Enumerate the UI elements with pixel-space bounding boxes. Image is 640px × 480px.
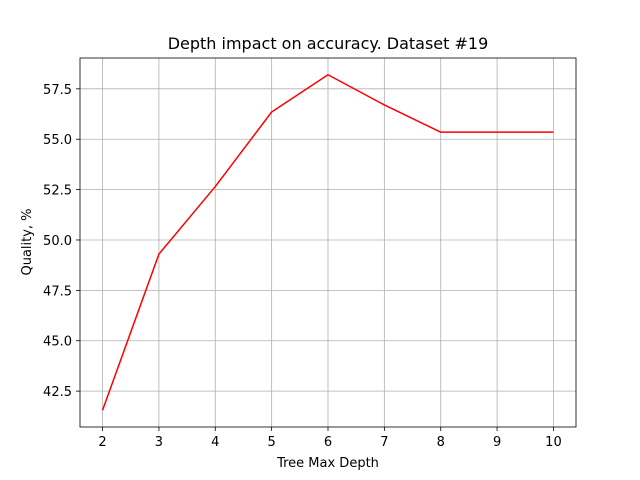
- x-tick-label: 10: [545, 435, 562, 450]
- x-tick-label: 7: [380, 435, 388, 450]
- series-line: [101, 73, 554, 411]
- x-tick-label: 2: [98, 435, 106, 450]
- y-tick-label: 47.5: [43, 284, 72, 299]
- axis-ticks: 2 3 4 5 6 7 8 9 10 42.5 45.0 47.5 50.0 52.5 55.0 57.5: [43, 83, 562, 450]
- x-tick-label: 3: [155, 435, 163, 450]
- y-axis-label: Quality, %: [20, 208, 35, 275]
- y-tick-label: 55.0: [43, 133, 72, 148]
- x-tick-label: 4: [211, 435, 219, 450]
- x-tick-label: 6: [324, 435, 332, 450]
- grid: [80, 58, 576, 427]
- x-axis-label: Tree Max Depth: [276, 456, 379, 471]
- y-tick-label: 52.5: [43, 184, 72, 199]
- y-tick-label: 42.5: [43, 385, 72, 400]
- x-tick-label: 5: [267, 435, 275, 450]
- y-tick-label: 45.0: [43, 335, 72, 350]
- x-tick-label: 9: [493, 435, 501, 450]
- y-tick-label: 57.5: [43, 83, 72, 98]
- y-tick-label: 50.0: [43, 234, 72, 249]
- x-tick-label: 8: [437, 435, 445, 450]
- series-layer: [101, 73, 554, 411]
- chart-title: Depth impact on accuracy. Dataset #19: [168, 34, 489, 53]
